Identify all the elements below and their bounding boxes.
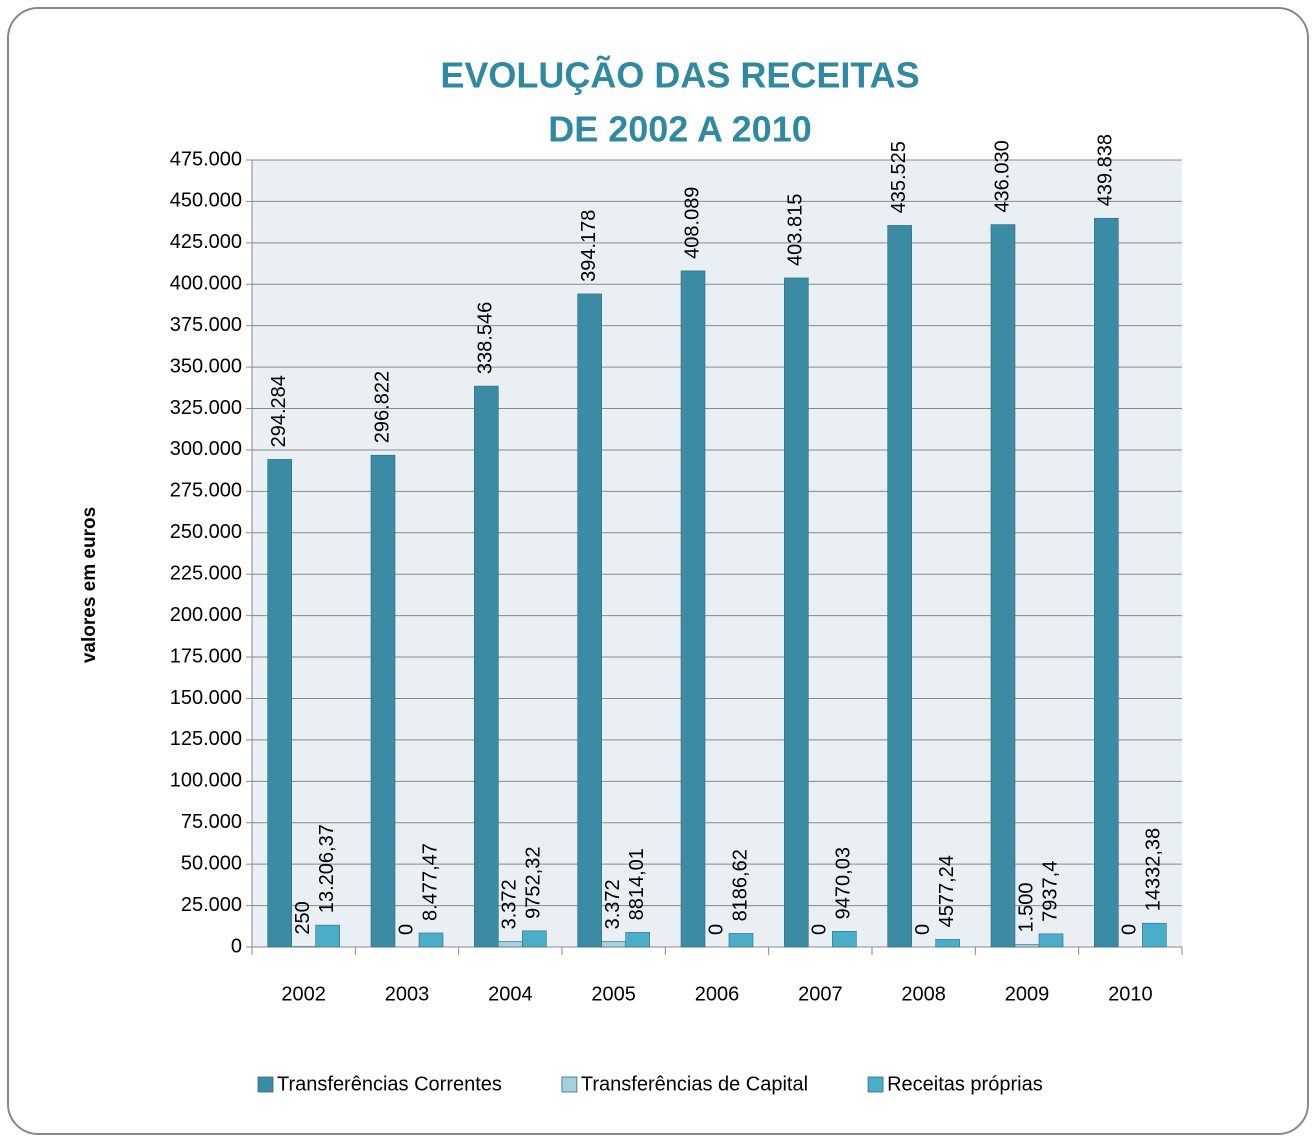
y-tick-label: 400.000 [170, 273, 242, 295]
y-tick-label: 175.000 [170, 645, 242, 667]
x-tick-label: 2006 [695, 983, 740, 1005]
data-label: 294.284 [268, 375, 290, 447]
x-tick-label: 2010 [1108, 983, 1153, 1005]
data-label: 9752,32 [523, 847, 545, 919]
plot-area [252, 160, 1182, 947]
y-tick-label: 50.000 [181, 852, 242, 874]
y-tick-label: 475.000 [170, 148, 242, 170]
data-label: 0 [705, 924, 727, 935]
data-label: 436.030 [991, 140, 1013, 212]
bar [680, 270, 706, 948]
y-tick-label: 0 [231, 935, 242, 957]
data-label: 7937,4 [1039, 861, 1061, 922]
data-label: 1.500 [1015, 882, 1037, 932]
x-tick-label: 2003 [385, 983, 430, 1005]
data-label: 338.546 [475, 302, 497, 374]
bar [625, 932, 650, 948]
bar [1094, 217, 1119, 948]
data-label: 0 [395, 924, 417, 935]
legend-swatch [257, 1076, 274, 1093]
data-label: 4577,24 [936, 855, 958, 927]
bar [1142, 922, 1167, 948]
y-tick-label: 325.000 [170, 397, 242, 419]
x-tick-label: 2007 [798, 983, 843, 1005]
bar [418, 932, 444, 948]
x-tick-label: 2009 [1005, 983, 1050, 1005]
data-label: 403.815 [785, 194, 807, 266]
bar [522, 930, 547, 948]
y-tick-label: 375.000 [170, 314, 242, 336]
legend-swatch [867, 1076, 884, 1093]
y-tick-label: 150.000 [170, 687, 242, 709]
legend-label: Transferências de Capital [581, 1073, 808, 1095]
y-tick-label: 100.000 [170, 770, 242, 792]
legend-label: Receitas próprias [887, 1073, 1043, 1095]
x-tick-label: 2004 [488, 983, 533, 1005]
data-label: 0 [1119, 924, 1141, 935]
x-tick-label: 2005 [591, 983, 636, 1005]
y-tick-label: 350.000 [170, 355, 242, 377]
y-tick-label: 250.000 [170, 521, 242, 543]
bar [601, 941, 626, 948]
data-label: 8814,01 [626, 848, 648, 920]
y-tick-label: 25.000 [181, 894, 242, 916]
y-tick-label: 200.000 [170, 604, 242, 626]
y-tick-label: 125.000 [170, 728, 242, 750]
y-tick-label: 275.000 [170, 480, 242, 502]
data-label: 394.178 [578, 210, 600, 282]
bar [474, 385, 499, 948]
y-tick-label: 450.000 [170, 190, 242, 212]
bar [832, 931, 857, 948]
bar [990, 224, 1016, 948]
x-tick-label: 2008 [901, 983, 946, 1005]
bar [498, 941, 523, 948]
y-tick-label: 75.000 [181, 811, 242, 833]
legend-label: Transferências Correntes [277, 1073, 502, 1095]
data-label: 13.206,37 [316, 824, 338, 913]
y-axis-label: valores em euros [79, 507, 100, 663]
data-label: 8.477,47 [419, 843, 441, 921]
bar [577, 293, 602, 948]
y-tick-label: 225.000 [170, 562, 242, 584]
data-label: 435.525 [888, 141, 910, 213]
y-tick-label: 425.000 [170, 231, 242, 253]
bar [1014, 944, 1040, 948]
data-label: 3.372 [499, 879, 521, 929]
data-label: 3.372 [602, 879, 624, 929]
bar [315, 924, 340, 948]
bar [267, 459, 292, 948]
data-label: 408.089 [681, 187, 703, 259]
data-label: 439.838 [1095, 134, 1117, 206]
bar [728, 933, 754, 948]
data-label: 8186,62 [729, 849, 751, 921]
data-label: 14332,38 [1143, 828, 1165, 911]
bar [887, 225, 912, 948]
data-label: 296.822 [371, 371, 393, 443]
chart-title: DE 2002 A 2010 [548, 109, 812, 150]
x-tick-label: 2002 [281, 983, 326, 1005]
data-label: 9470,03 [833, 847, 855, 919]
bar [784, 277, 809, 948]
data-label: 0 [912, 924, 934, 935]
legend-swatch [561, 1076, 578, 1093]
bar [1038, 933, 1064, 948]
data-label: 250 [292, 901, 314, 934]
data-label: 0 [809, 924, 831, 935]
bar [370, 454, 396, 948]
y-tick-label: 300.000 [170, 438, 242, 460]
bar [935, 939, 960, 948]
chart-title: EVOLUÇÃO DAS RECEITAS [440, 54, 919, 96]
